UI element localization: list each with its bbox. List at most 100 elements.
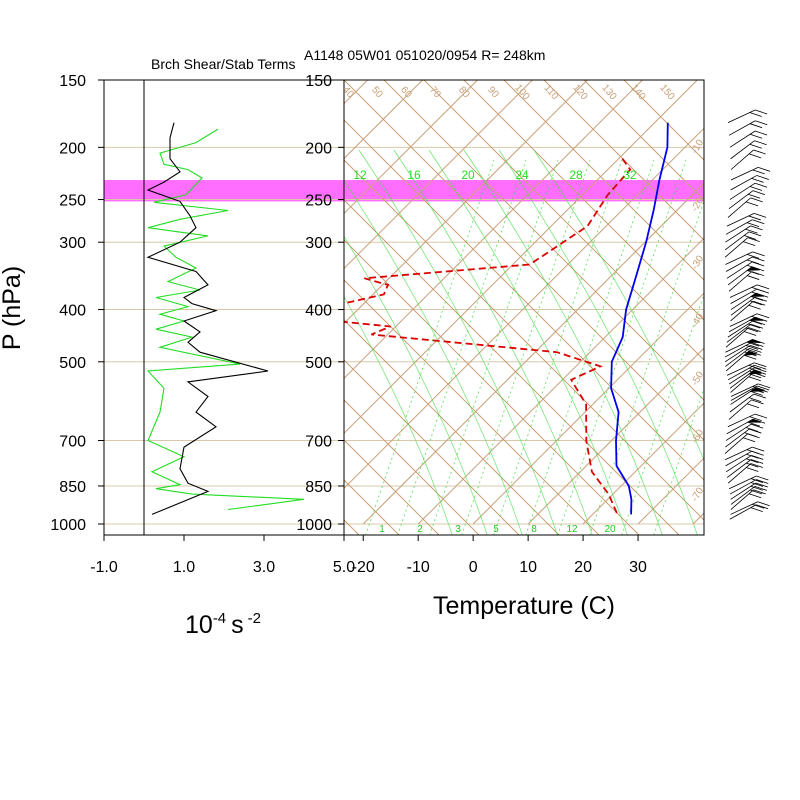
wind-barb-feather: [748, 367, 762, 373]
isotherm-line: [344, 80, 699, 435]
wind-barb-feather: [743, 437, 756, 443]
wind-barb-staff: [727, 320, 754, 338]
wind-barb-staff: [730, 385, 758, 401]
mixing-ratio-label: 8: [531, 524, 537, 535]
wind-barb-feather: [750, 225, 763, 231]
wind-barb-staff: [724, 345, 751, 363]
skewt-series-temperature: [610, 122, 669, 515]
saturated-adiabat-label: 12: [353, 168, 367, 182]
saturated-adiabat-line: [498, 149, 698, 535]
wind-barb-feather: [745, 348, 758, 354]
wind-barb-staff: [727, 197, 751, 218]
wind-barb-staff: [725, 219, 753, 235]
wind-barb-staff: [724, 342, 752, 358]
dry-adiabat-label: 120: [570, 82, 589, 102]
wind-barb-feather: [745, 228, 758, 234]
wind-barb-pennant: [746, 339, 761, 343]
right-y-tick-label: 200: [305, 140, 332, 157]
saturated-adiabat-line: [358, 149, 558, 535]
wind-barb-feather: [758, 166, 771, 172]
wind-barb-staff: [727, 364, 755, 381]
mixing-ratio-line: [653, 386, 704, 535]
dry-adiabat-line: [423, 80, 704, 361]
wind-barb-staff: [730, 489, 754, 510]
wind-barb-feather: [749, 416, 762, 421]
dry-adiabat-line: [543, 80, 704, 241]
left-series-shear: [146, 122, 269, 515]
right-x-tick-label: -20: [352, 559, 375, 576]
dry-adiabat-line: [344, 439, 440, 535]
wind-barb-feather: [754, 364, 767, 370]
wind-barb-feather: [744, 354, 757, 360]
wind-barb-staff: [729, 475, 757, 490]
isotherm-line: [637, 457, 704, 525]
right-y-tick-label: 500: [305, 355, 332, 372]
wind-barb-feather: [752, 190, 766, 196]
highlight-band-layer: [104, 180, 704, 202]
wind-barb-feather: [748, 215, 761, 221]
wind-barb-staff: [730, 486, 756, 505]
saturated-adiabat-line: [428, 149, 628, 535]
saturated-adiabat-label: 20: [461, 168, 475, 182]
left-panel-y-ticks: 150 200 250 300 400 500 700 850 1000: [50, 73, 104, 534]
dry-adiabat-line: [0, 40, 344, 560]
wind-barb-feather: [746, 403, 760, 409]
wind-barb-staff: [730, 175, 758, 191]
right-y-tick-label: 700: [305, 434, 332, 451]
right-x-tick-label: 20: [574, 559, 592, 576]
dry-adiabat-label: 110: [542, 83, 561, 103]
wind-barb-feather: [758, 383, 771, 389]
wind-barb-staff: [730, 149, 754, 170]
left-panel-x-ticks: -1.0 1.0 3.0 5.0: [90, 535, 355, 576]
saturated-adiabat-label: 24: [515, 168, 529, 182]
saturated-adiabat-line: [533, 149, 704, 462]
wind-barb-staff: [726, 459, 752, 478]
isotherm-line: [344, 80, 479, 215]
wind-barb-staff: [727, 109, 756, 124]
wind-barb-feather: [757, 385, 770, 391]
wind-barb-feather: [750, 507, 763, 513]
left-x-tick-label: 3.0: [253, 559, 275, 576]
right-panel-x-ticks: -20 -10 0 10 20 30: [352, 535, 647, 576]
wind-barb-feather: [750, 463, 763, 468]
wind-barb-feather: [748, 231, 762, 237]
wind-barb-feather: [750, 296, 764, 301]
dry-adiabat-line: [383, 80, 704, 401]
mixing-ratio-label: 3: [455, 524, 461, 535]
wind-barb-staff: [730, 140, 755, 160]
dry-adiabat-line: [344, 80, 704, 441]
wind-barb-pennant: [743, 350, 757, 356]
wind-barb-staff: [730, 300, 754, 322]
wind-barb-feather: [753, 372, 766, 378]
right-x-tick-label: 10: [519, 559, 537, 576]
dry-adiabat-label: 40: [340, 85, 356, 101]
wind-barb-feather: [747, 433, 760, 439]
wind-barb-feather: [754, 296, 768, 302]
wind-barb-feather: [748, 327, 761, 332]
dry-adiabat-label: 80: [456, 85, 472, 101]
wind-barb-feather: [749, 112, 762, 117]
wind-barb-feather: [746, 341, 760, 347]
mixing-ratio-line: [493, 159, 623, 535]
wind-barb-feather: [749, 428, 762, 434]
wind-barb-feather: [751, 342, 764, 347]
wind-barb-staff: [725, 327, 749, 348]
wind-barb-feather: [754, 362, 767, 368]
left-y-tick-label: 250: [59, 193, 86, 210]
mixing-ratio-label: 5: [493, 524, 499, 535]
wind-barb-feather: [750, 323, 763, 329]
wind-barb-staff: [730, 166, 759, 181]
wind-barb-feather: [755, 482, 768, 488]
dry-adiabat-line: [344, 199, 680, 535]
wind-barb-feather: [749, 347, 762, 353]
temperature-axis-label: Temperature (C): [433, 592, 615, 620]
saturated-adiabat-line: [344, 295, 453, 535]
wind-barb-staff: [728, 367, 755, 385]
isotherm-line: [344, 127, 704, 489]
left-y-tick-label: 200: [59, 140, 86, 157]
wind-barb-feather: [749, 143, 762, 149]
wind-barb-feather: [755, 109, 768, 115]
wind-barb-staff: [727, 463, 752, 484]
right-y-tick-label: 150: [305, 73, 332, 90]
wind-barb-staff: [730, 482, 757, 500]
